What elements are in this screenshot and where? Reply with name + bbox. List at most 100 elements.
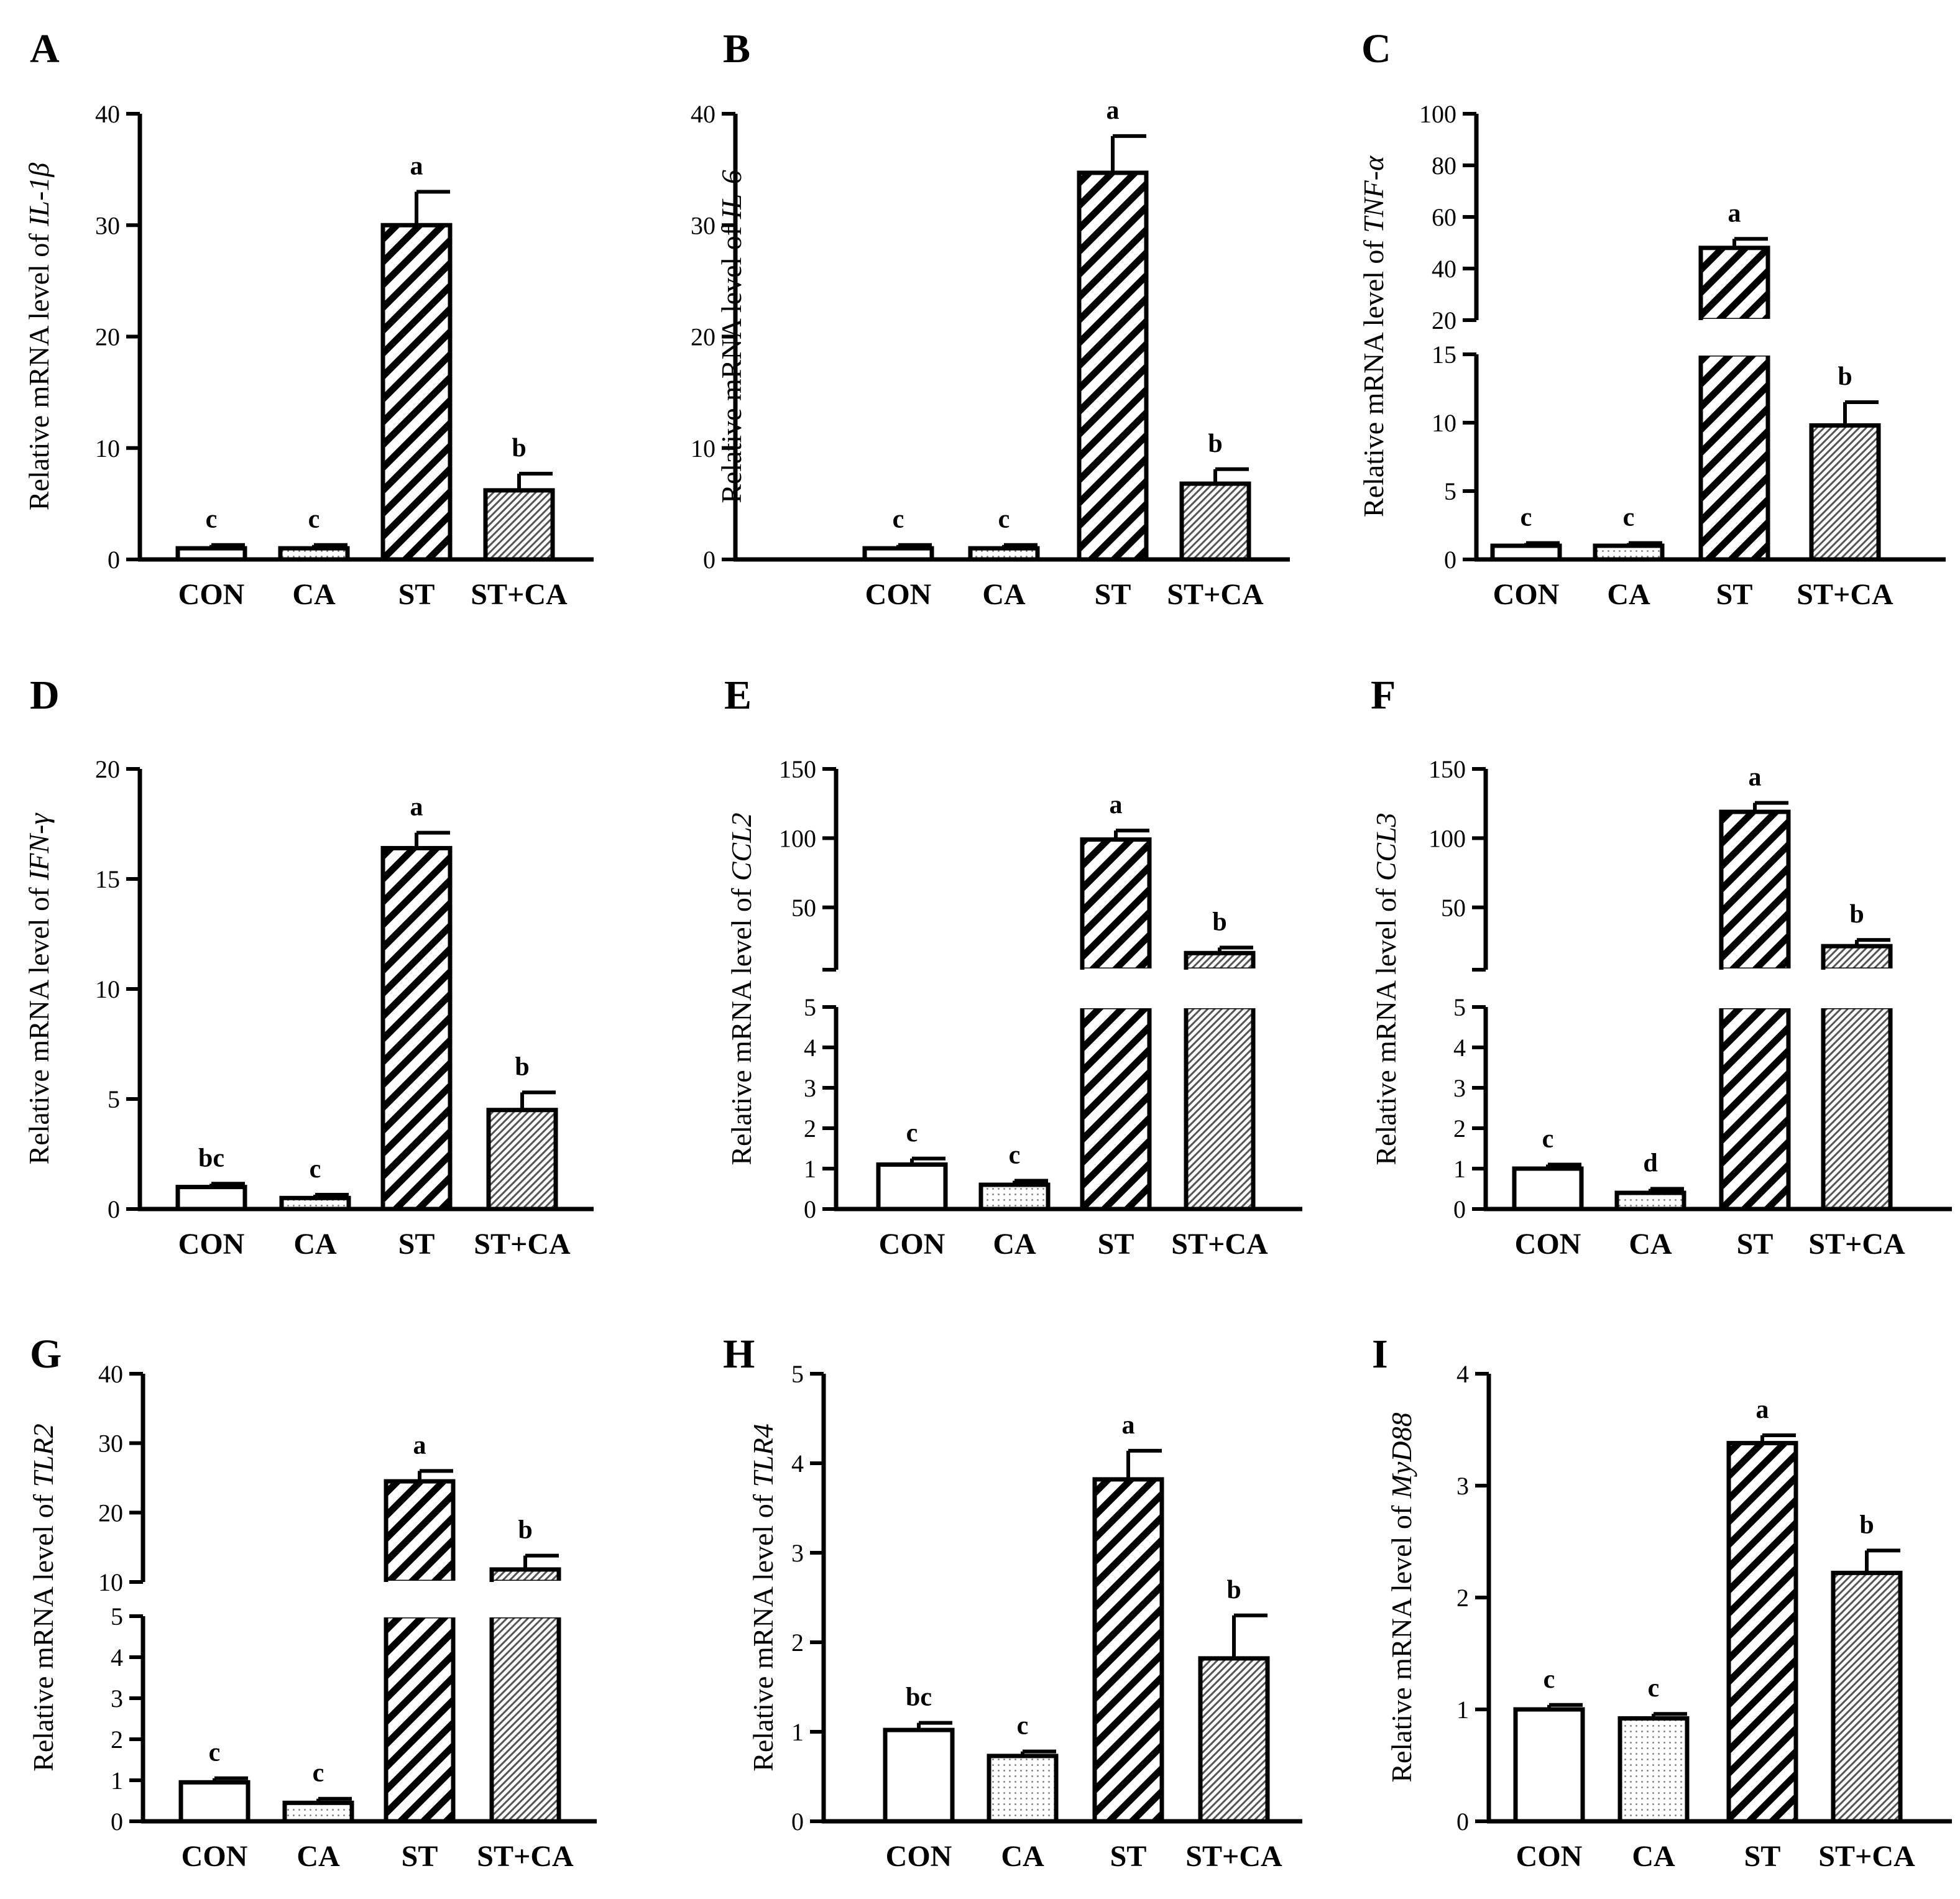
category-label-st-ca: ST+CA — [471, 578, 568, 611]
significance-label-st: a — [1122, 1411, 1135, 1440]
y-axis-label: Relative mRNA level of CCL2 — [725, 812, 757, 1165]
category-label-st: ST — [1110, 1840, 1147, 1873]
y-tick-label: 4 — [111, 1644, 123, 1671]
bar-st-ca — [489, 1614, 561, 1824]
y-tick-label: 0 — [1444, 546, 1456, 574]
y-tick-label: 150 — [1429, 755, 1466, 783]
y-tick-label: 0 — [108, 546, 120, 574]
category-label-st-ca: ST+CA — [1797, 578, 1893, 611]
category-label-con: CON — [1516, 1840, 1583, 1873]
panel-letter: E — [724, 673, 752, 718]
category-label-st-ca: ST+CA — [1185, 1840, 1282, 1873]
panel-c: Cc CON c CA a ST b ST+CA 0 5 10 15 20 40 60 80 100 Relati… — [1358, 26, 1946, 611]
y-axis-label: Relative mRNA level of TNF-α — [1358, 155, 1389, 517]
bar-st — [1719, 1005, 1791, 1212]
category-label-st: ST — [1744, 1840, 1781, 1873]
significance-label-st: a — [410, 793, 423, 822]
bar-st-ca — [1184, 1005, 1256, 1212]
category-label-st-ca: ST+CA — [474, 1228, 571, 1261]
significance-label-st-ca: b — [1859, 1510, 1874, 1539]
panel-e: Ec CON c CA a ST b ST+CA 0 1 2 3 4 5 50 100 150 Relative … — [724, 673, 1302, 1261]
y-axis-label-prefix: Relative mRNA level of — [1370, 881, 1402, 1165]
y-axis-label-prefix: Relative mRNA level of — [1386, 1498, 1417, 1782]
y-tick-label: 30 — [95, 211, 120, 239]
bar-con — [1512, 1166, 1584, 1212]
y-tick-label: 10 — [95, 975, 120, 1003]
y-tick-label: 5 — [111, 1602, 123, 1630]
panel-letter: D — [30, 673, 60, 718]
y-tick-label: 4 — [1456, 1360, 1469, 1388]
y-tick-label: 2 — [804, 1115, 816, 1143]
category-label-st: ST — [398, 578, 435, 611]
y-tick-label: 20 — [1432, 306, 1456, 334]
bar-con — [1513, 1707, 1585, 1824]
significance-label-st-ca: b — [518, 1516, 532, 1545]
significance-label-ca: c — [310, 1155, 321, 1184]
significance-label-st-ca: b — [1226, 1576, 1241, 1604]
y-tick-label: 40 — [98, 1360, 123, 1388]
category-label-st-ca: ST+CA — [1171, 1228, 1268, 1261]
bar-group-con: c CON — [1512, 1125, 1584, 1261]
bar-st-ca — [483, 488, 555, 562]
significance-label-con: c — [206, 505, 218, 534]
y-tick-label: 150 — [779, 755, 816, 783]
category-label-ca: CA — [1632, 1840, 1675, 1873]
y-axis-label-prefix: Relative mRNA level of — [23, 226, 55, 510]
y-axis-label-gene: IL-1β — [23, 163, 55, 227]
category-label-ca: CA — [993, 1228, 1036, 1261]
bar-con — [883, 1727, 955, 1824]
y-axis-label-prefix: Relative mRNA level of — [23, 880, 55, 1164]
y-tick-label: 20 — [691, 323, 715, 351]
bar-group-st: a ST — [1079, 791, 1153, 1261]
bar-group-con: c CON — [175, 505, 247, 611]
category-label-st: ST — [1095, 578, 1131, 611]
bar-group-st: a ST — [380, 793, 453, 1261]
bar-st — [384, 1614, 456, 1824]
y-tick-label: 80 — [1432, 152, 1456, 180]
bar-group-st: a ST — [1092, 1411, 1164, 1873]
y-tick-label: 0 — [108, 1195, 120, 1223]
y-axis-label-prefix: Relative mRNA level of — [747, 1487, 779, 1771]
y-tick-label: 4 — [791, 1450, 804, 1478]
bar-group-st: a ST — [1077, 96, 1149, 611]
category-label-con: CON — [865, 578, 932, 611]
y-tick-label: 15 — [1432, 341, 1456, 369]
y-tick-label: 5 — [108, 1085, 120, 1113]
bar-group-st-ca: b ST+CA — [1185, 1576, 1282, 1873]
bar-upper-st-ca — [1184, 950, 1256, 972]
significance-label-ca: c — [998, 505, 1010, 534]
category-label-st-ca: ST+CA — [1818, 1840, 1915, 1873]
y-tick-label: 10 — [691, 435, 715, 462]
y-tick-label: 1 — [804, 1155, 816, 1183]
y-axis-label-gene: TNF-α — [1358, 155, 1389, 233]
bar-break-gap — [1182, 968, 1257, 1008]
bar-group-st: a ST — [380, 152, 453, 611]
bar-group-con: c CON — [1490, 503, 1562, 611]
y-tick-label: 30 — [98, 1430, 123, 1458]
y-tick-label: 0 — [703, 546, 715, 574]
bar-st — [380, 845, 453, 1212]
y-tick-label: 1 — [1456, 1696, 1469, 1724]
bar-group-ca: c CA — [987, 1712, 1059, 1873]
bar-upper-st — [1719, 809, 1791, 972]
significance-label-con: c — [893, 505, 904, 534]
category-label-st: ST — [1737, 1228, 1774, 1261]
y-tick-label: 1 — [1453, 1155, 1466, 1183]
bar-break-gap — [1079, 968, 1153, 1008]
y-tick-label: 3 — [1453, 1074, 1466, 1102]
y-tick-label: 0 — [111, 1808, 123, 1836]
y-tick-label: 2 — [791, 1629, 804, 1657]
y-tick-label: 50 — [791, 894, 816, 922]
y-axis-label: Relative mRNA level of MyD88 — [1386, 1412, 1417, 1782]
bar-group-st-ca: b ST+CA — [477, 1516, 574, 1873]
significance-label-ca: c — [1648, 1674, 1660, 1703]
significance-label-st-ca: b — [515, 1052, 529, 1081]
bar-st — [380, 223, 453, 562]
panel-letter: C — [1361, 26, 1391, 71]
y-tick-label: 2 — [1456, 1584, 1469, 1612]
bar-upper-st-ca — [1821, 944, 1893, 972]
y-tick-label: 3 — [111, 1685, 123, 1713]
bar-ca — [978, 1182, 1051, 1212]
bar-ca — [1614, 1190, 1686, 1212]
significance-label-st: a — [1749, 763, 1762, 792]
